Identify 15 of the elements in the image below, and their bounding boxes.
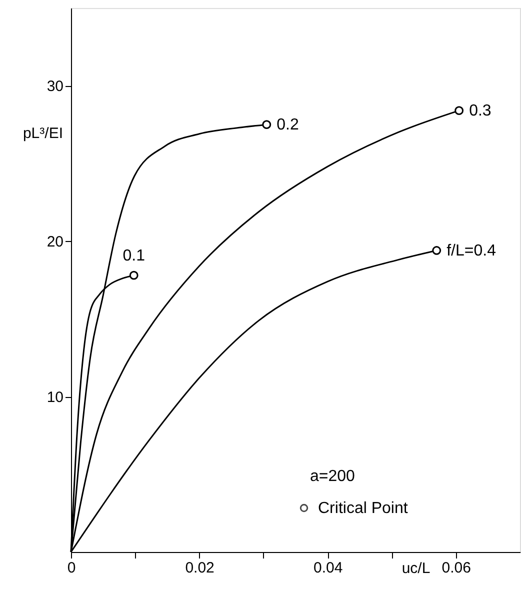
x-tick-label: 0.02 [185,560,214,576]
y-tick-label: 20 [46,234,64,251]
legend-label: Critical Point [318,500,408,517]
y-axis-title: pL³/EI [22,125,63,142]
x-tick-label: 0.04 [313,560,343,576]
x-tick-label: 0.06 [442,560,471,576]
x-tick-label: 0 [67,560,76,576]
series-label: f/L=0.4 [446,242,496,260]
x-axis-title: uc/L [402,560,430,577]
series-label: 0.1 [122,247,146,264]
y-tick-label: 30 [46,78,64,96]
series-label: 0.3 [469,102,492,120]
series-label: 0.2 [276,116,299,134]
y-tick-label: 10 [46,389,64,406]
legend-title: a=200 [310,468,356,485]
